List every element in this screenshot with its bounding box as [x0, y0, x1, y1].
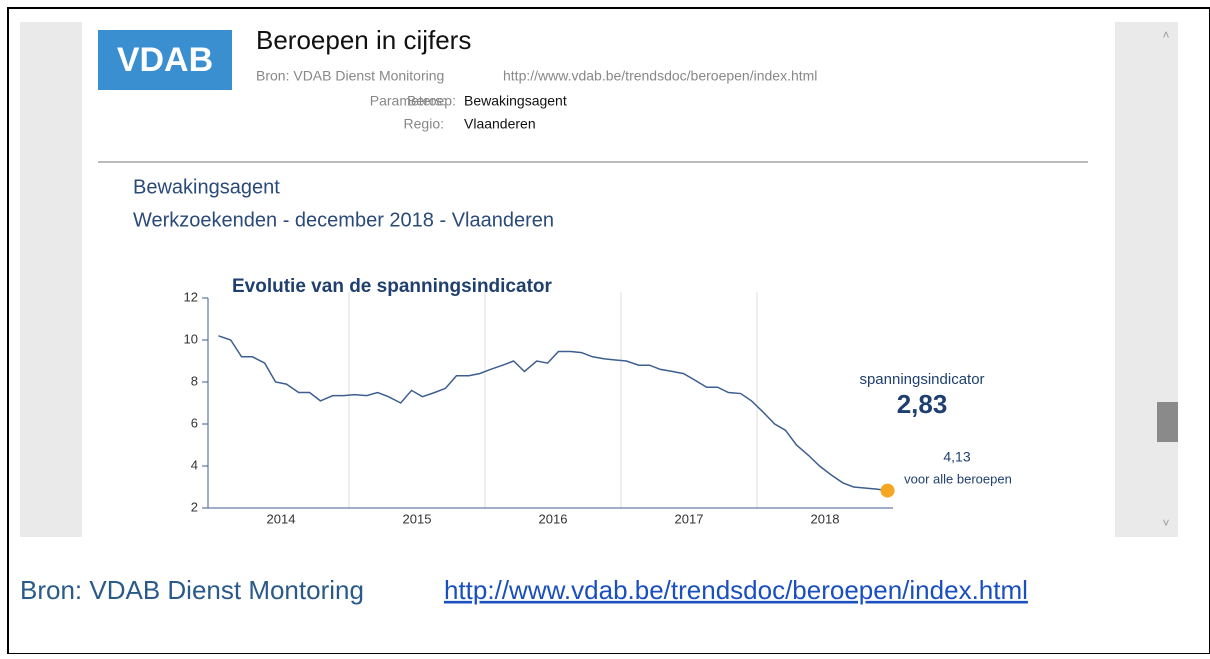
- annotation: spanningsindicator: [859, 371, 984, 388]
- footer-link[interactable]: http://www.vdab.be/trendsdoc/beroepen/in…: [444, 575, 1028, 605]
- subtitle: Bewakingsagent: [133, 176, 280, 198]
- y-tick-label: 10: [184, 331, 198, 346]
- regio-label: Regio:: [404, 116, 444, 132]
- chart-title: Evolutie van de spanningsindicator: [232, 276, 552, 297]
- subtitle: Werkzoekenden - december 2018 - Vlaander…: [133, 209, 554, 231]
- source: Bron: VDAB Dienst Monitoring: [256, 68, 444, 84]
- y-tick-label: 2: [191, 499, 198, 514]
- beroep: Bewakingsagent: [464, 93, 567, 109]
- scroll-thumb[interactable]: [1157, 402, 1178, 442]
- logo: [98, 30, 232, 90]
- logo-text: VDAB: [117, 41, 213, 79]
- regio: Vlaanderen: [464, 116, 536, 132]
- x-tick-label: 2014: [267, 511, 296, 526]
- line: [218, 335, 888, 492]
- content: [82, 22, 1115, 537]
- y-tick-label: 4: [191, 457, 198, 472]
- scroll-down[interactable]: ˅: [1162, 516, 1169, 530]
- highlight-dot: [880, 483, 895, 498]
- annotation: 4,13: [943, 449, 970, 465]
- param-label: Parameters:: [370, 93, 446, 109]
- x-tick-label: 2017: [675, 511, 704, 526]
- scroll-up[interactable]: ˄: [1162, 28, 1169, 42]
- y-tick-label: 12: [184, 289, 198, 304]
- footer-source: Bron: VDAB Dienst Montoring: [20, 575, 364, 605]
- y-tick-label: 6: [191, 415, 198, 430]
- annotation: voor alle beroepen: [904, 471, 1012, 486]
- source-url: http://www.vdab.be/trendsdoc/beroepen/in…: [503, 68, 817, 84]
- y-tick-label: 8: [191, 373, 198, 388]
- title: Beroepen in cijfers: [256, 25, 471, 55]
- x-tick-label: 2015: [403, 511, 432, 526]
- x-tick-label: 2016: [539, 511, 568, 526]
- beroep-label: Beroep:: [407, 93, 456, 109]
- annotation: 2,83: [897, 389, 948, 419]
- x-tick-label: 2018: [811, 511, 840, 526]
